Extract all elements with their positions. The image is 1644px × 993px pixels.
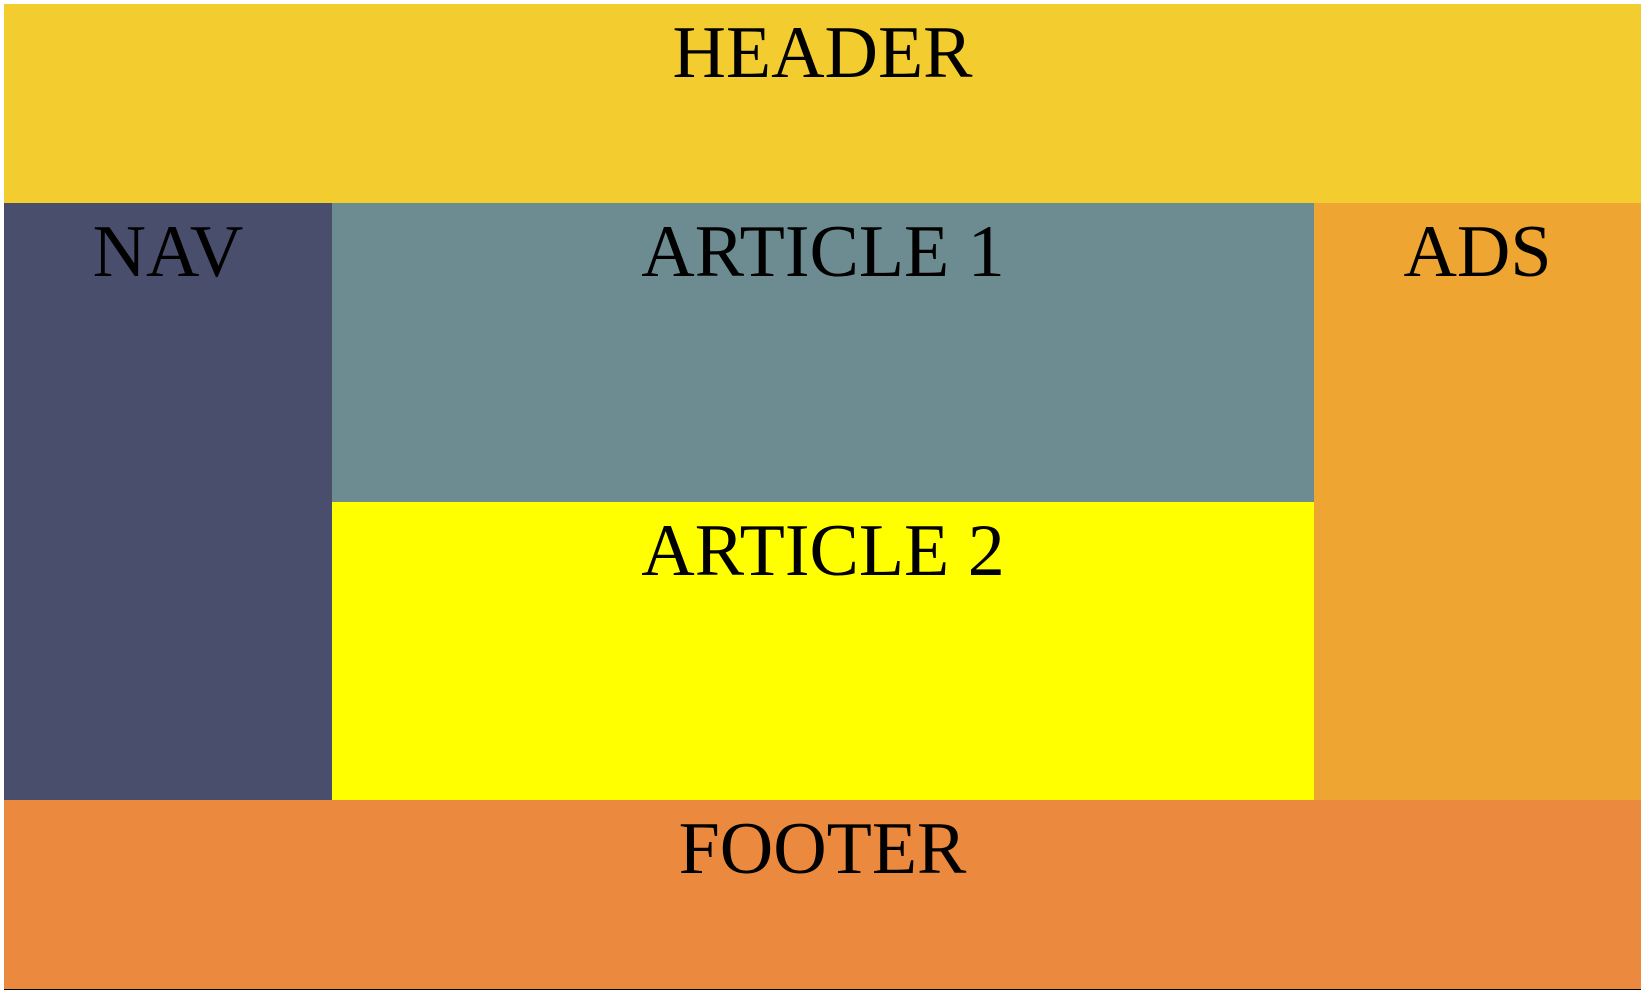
article-2-label: ARTICLE 2	[641, 510, 1005, 592]
article-2-region: ARTICLE 2	[332, 502, 1314, 800]
footer-region: FOOTER	[4, 800, 1641, 989]
header-label: HEADER	[672, 12, 973, 94]
nav-region: NAV	[4, 203, 332, 800]
header-region: HEADER	[4, 4, 1641, 203]
footer-label: FOOTER	[678, 808, 967, 890]
ads-region: ADS	[1314, 203, 1641, 800]
ads-label: ADS	[1403, 211, 1552, 293]
layout-diagram: HEADER NAV ARTICLE 1 ARTICLE 2 ADS FOOTE…	[4, 4, 1641, 990]
article-1-region: ARTICLE 1	[332, 203, 1314, 502]
nav-label: NAV	[92, 211, 244, 293]
article-1-label: ARTICLE 1	[641, 211, 1005, 293]
